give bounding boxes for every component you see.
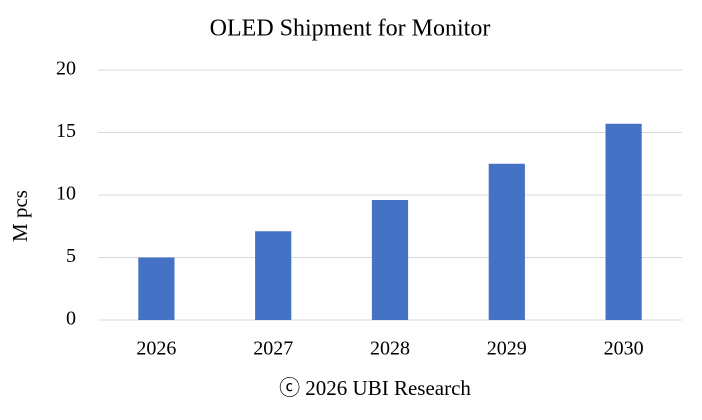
footer: ⓒ 2026 UBI Research — [279, 376, 471, 400]
bar — [138, 257, 175, 320]
chart-title: OLED Shipment for Monitor — [210, 16, 491, 42]
y-tick-label: 5 — [66, 245, 76, 267]
bar — [605, 123, 642, 320]
x-tick-label: 2026 — [136, 338, 176, 360]
y-tick-label: 0 — [66, 308, 76, 330]
x-tick-label: 2029 — [487, 338, 527, 360]
x-tick-label: 2030 — [604, 338, 644, 360]
x-tick-label: 2028 — [370, 338, 410, 360]
y-axis-label: M pcs — [8, 190, 32, 242]
bar — [371, 200, 409, 320]
y-tick-label: 10 — [56, 183, 76, 205]
y-tick-label: 20 — [56, 58, 76, 80]
bar — [488, 163, 525, 320]
bar — [255, 231, 292, 320]
y-tick-label: 15 — [56, 120, 76, 142]
x-tick-label: 2027 — [253, 338, 293, 360]
